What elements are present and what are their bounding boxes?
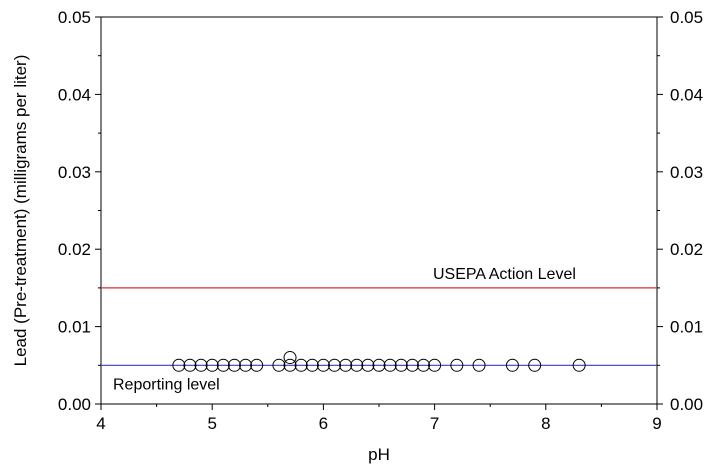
- reporting-level-label: Reporting level: [113, 376, 220, 393]
- x-tick-label: 7: [430, 414, 439, 433]
- data-point: [450, 358, 464, 372]
- data-point: [372, 358, 386, 372]
- data-point: [239, 358, 253, 372]
- y-right-tick-label: 0.00: [670, 395, 703, 414]
- data-point: [328, 358, 342, 372]
- y-left-tick-label: 0.04: [58, 85, 91, 104]
- x-tick-label: 8: [541, 414, 550, 433]
- x-tick-label: 6: [319, 414, 328, 433]
- data-point: [350, 358, 364, 372]
- y-left-tick-label: 0.05: [58, 8, 91, 27]
- data-points: [172, 351, 586, 372]
- y-right-tick-label: 0.02: [670, 240, 703, 259]
- data-point: [405, 358, 419, 372]
- data-point: [216, 358, 230, 372]
- data-point: [172, 358, 186, 372]
- data-point: [250, 358, 264, 372]
- x-tick-label: 4: [96, 414, 105, 433]
- data-point: [528, 358, 542, 372]
- data-point: [316, 358, 330, 372]
- y-right-tick-label: 0.03: [670, 163, 703, 182]
- data-point: [294, 358, 308, 372]
- data-point: [428, 358, 442, 372]
- data-point: [383, 358, 397, 372]
- y-right-tick-label: 0.04: [670, 85, 703, 104]
- y-left-tick-label: 0.01: [58, 318, 91, 337]
- data-point: [205, 358, 219, 372]
- x-tick-label: 9: [652, 414, 661, 433]
- y-right-tick-label: 0.01: [670, 318, 703, 337]
- y-axis-title: Lead (Pre-treatment) (milligrams per lit…: [11, 55, 30, 367]
- data-point: [227, 358, 241, 372]
- plot-area: [100, 16, 658, 405]
- data-point: [283, 358, 297, 372]
- data-point: [272, 358, 286, 372]
- reference-lines: [101, 287, 657, 366]
- data-point: [361, 358, 375, 372]
- data-point: [183, 358, 197, 372]
- x-axis-title: pH: [368, 445, 390, 464]
- action-level-label: USEPA Action Level: [433, 266, 576, 283]
- data-point: [305, 358, 319, 372]
- y-axis-left: 0.00 0.01 0.02 0.03 0.04 0.05: [58, 8, 101, 414]
- x-axis: 4 5 6 7 8 9: [96, 404, 662, 433]
- plot-frame: [100, 16, 658, 405]
- y-left-tick-label: 0.00: [58, 395, 91, 414]
- reference-labels: USEPA Action Level Reporting level: [113, 266, 576, 393]
- y-left-tick-label: 0.02: [58, 240, 91, 259]
- data-point: [283, 351, 297, 365]
- data-point: [339, 358, 353, 372]
- data-point: [194, 358, 208, 372]
- data-point: [394, 358, 408, 372]
- data-point: [572, 358, 586, 372]
- y-axis-right: 0.00 0.01 0.02 0.03 0.04 0.05: [657, 8, 703, 414]
- data-point: [472, 358, 486, 372]
- data-point: [416, 358, 430, 372]
- y-right-tick-label: 0.05: [670, 8, 703, 27]
- data-point: [505, 358, 519, 372]
- y-left-tick-label: 0.03: [58, 163, 91, 182]
- x-tick-label: 5: [207, 414, 216, 433]
